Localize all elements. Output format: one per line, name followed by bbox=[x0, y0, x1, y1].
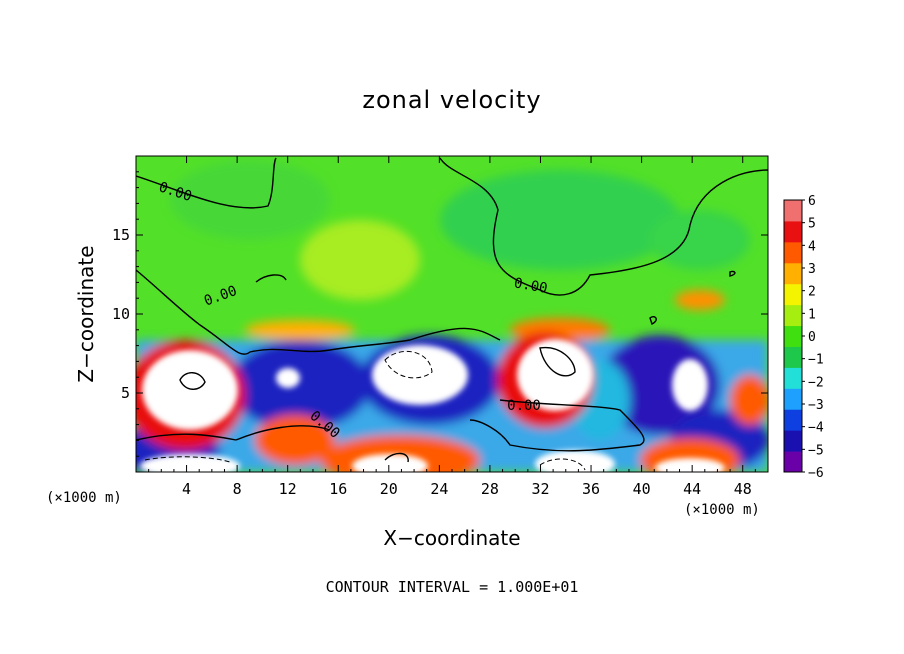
x-axis: 4 8 12 16 20 24 28 32 36 40 44 48 bbox=[148, 156, 756, 498]
colorbar-swatch bbox=[784, 220, 802, 243]
x-tick-label: 16 bbox=[329, 480, 347, 498]
colorbar-tick-label: 4 bbox=[808, 239, 816, 254]
chart-title: zonal velocity bbox=[362, 86, 542, 114]
colorbar-tick-label: 5 bbox=[808, 217, 816, 232]
colorbar: 6 5 4 3 2 1 0 −1 −2 −3 −4 −5 −6 bbox=[783, 194, 824, 481]
colorbar-swatch bbox=[784, 262, 802, 285]
colorbar-tick-label: 2 bbox=[808, 285, 816, 300]
colorbar-swatch bbox=[784, 241, 802, 264]
colorbar-swatch bbox=[784, 325, 802, 347]
x-tick-label: 48 bbox=[734, 480, 752, 498]
colorbar-tick-label: −1 bbox=[808, 353, 824, 368]
x-tick-label: 20 bbox=[380, 480, 398, 498]
colorbar-swatch bbox=[784, 367, 802, 389]
colorbar-swatch bbox=[784, 388, 802, 410]
colorbar-tick-label: −4 bbox=[808, 421, 824, 436]
colorbar-tick-label: −3 bbox=[808, 398, 824, 413]
x-tick-label: 32 bbox=[531, 480, 549, 498]
x-tick-label: 28 bbox=[481, 480, 499, 498]
contour-interval-note: CONTOUR INTERVAL = 1.000E+01 bbox=[325, 578, 579, 596]
x-tick-label: 44 bbox=[683, 480, 701, 498]
zero-contours bbox=[136, 157, 768, 463]
colorbar-tick-label: 1 bbox=[808, 307, 816, 322]
x-unit-label-left: (×1000 m) bbox=[46, 490, 122, 506]
colorbar-swatch bbox=[784, 304, 802, 327]
y-tick-label: 10 bbox=[112, 305, 130, 323]
x-unit-label-right: (×1000 m) bbox=[684, 502, 760, 518]
x-tick-label: 40 bbox=[633, 480, 651, 498]
x-tick-label: 4 bbox=[182, 480, 191, 498]
x-tick-label: 24 bbox=[430, 480, 448, 498]
x-tick-label: 8 bbox=[233, 480, 242, 498]
colorbar-swatch bbox=[784, 409, 802, 431]
colorbar-tick-label: 3 bbox=[808, 262, 816, 277]
y-tick-label: 15 bbox=[112, 226, 130, 244]
y-axis: 5 10 15 bbox=[112, 171, 768, 457]
heatmap-field bbox=[136, 156, 768, 472]
y-axis-label: Z−coordinate bbox=[74, 245, 98, 383]
colorbar-swatch bbox=[784, 451, 802, 473]
colorbar-swatch bbox=[784, 283, 802, 306]
y-tick-label: 5 bbox=[121, 384, 130, 402]
colorbar-tick-label: 0 bbox=[808, 330, 816, 345]
colorbar-tick-label: −2 bbox=[808, 375, 824, 390]
colorbar-swatch bbox=[784, 430, 802, 452]
colorbar-tick-label: −6 bbox=[808, 466, 824, 481]
colorbar-swatch bbox=[784, 346, 802, 368]
contour-label: 0.00 bbox=[513, 275, 549, 297]
colorbar-swatch bbox=[784, 200, 802, 222]
colorbar-tick-label: −5 bbox=[808, 443, 824, 458]
x-tick-label: 12 bbox=[279, 480, 297, 498]
colorbar-tick-label: 6 bbox=[808, 194, 816, 209]
x-tick-label: 36 bbox=[582, 480, 600, 498]
contour-label: 0.00 bbox=[507, 398, 541, 414]
x-axis-label: X−coordinate bbox=[383, 526, 521, 550]
